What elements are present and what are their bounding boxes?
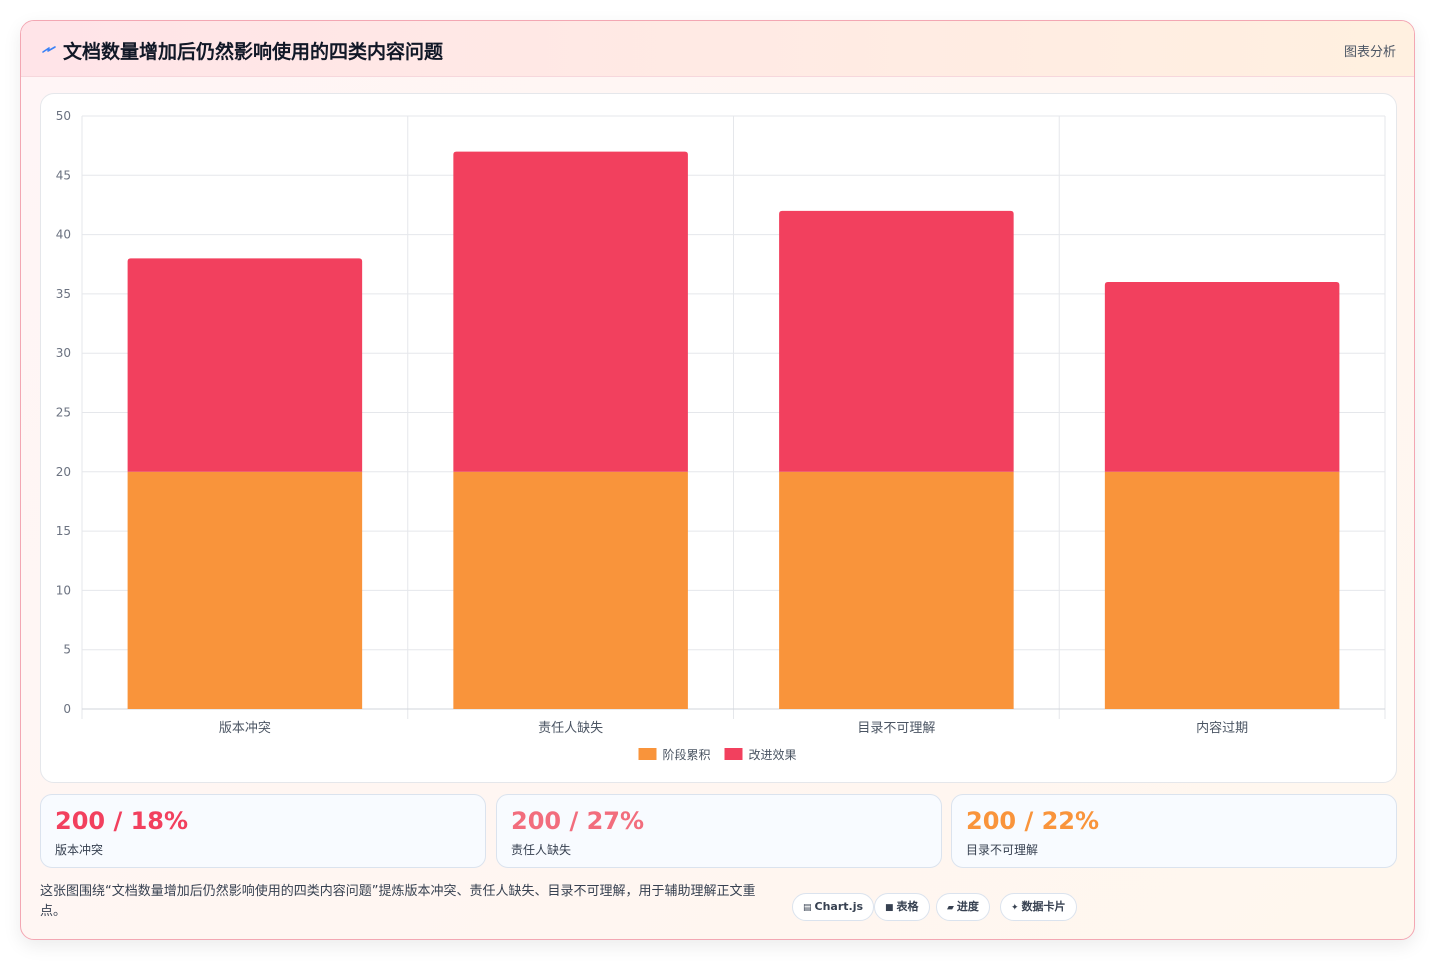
chart-description: 这张图围绕“文档数量增加后仍然影响使用的四类内容问题”提炼版本冲突、责任人缺失、…	[40, 884, 756, 919]
stat-value: 200 / 18%	[55, 807, 189, 835]
y-tick-label: 10	[56, 583, 71, 597]
chart-container: 0 5 10 15 20 25 30 35 40 45 50 版本冲突 责任人缺失 目录不可理解 内容过期阶…	[40, 93, 1397, 783]
y-tick-label: 0	[63, 702, 71, 716]
chip-label: 进度	[956, 900, 979, 913]
x-tick-label: 责任人缺失	[538, 721, 603, 736]
bar-stage-accumulation	[453, 471, 688, 709]
progress-icon: ▰	[947, 903, 954, 913]
bar-stage-accumulation	[127, 471, 363, 709]
y-tick-label: 35	[56, 287, 71, 301]
bar-improvement-effect	[1104, 282, 1340, 472]
chip-label: 表格	[896, 900, 919, 913]
card-header: 文档数量增加后仍然影响使用的四类内容问题 图表分析	[21, 21, 1414, 77]
stat-cards: 200 / 18% 版本冲突 200 / 27% 责任人缺失 200 / 22%…	[40, 794, 1397, 868]
x-tick-label: 版本冲突	[219, 720, 271, 736]
stat-label: 版本冲突	[55, 843, 104, 857]
stat-value: 200 / 27%	[511, 807, 645, 835]
stat-label: 责任人缺失	[511, 843, 572, 857]
x-tick-label: 目录不可理解	[857, 721, 935, 736]
bar-improvement-effect	[453, 151, 688, 472]
stat-label: 目录不可理解	[966, 843, 1039, 857]
y-tick-label: 25	[56, 406, 71, 420]
chart-card: 文档数量增加后仍然影响使用的四类内容问题 图表分析 0 5 10 15 20 25 30 35…	[20, 20, 1415, 940]
y-tick-label: 5	[63, 643, 71, 657]
page-title: 文档数量增加后仍然影响使用的四类内容问题	[63, 41, 444, 63]
y-tick-label: 20	[56, 465, 71, 479]
legend-swatch	[724, 748, 743, 760]
chip-label: 数据卡片	[1021, 900, 1066, 913]
stat-card-directory-unclear: 200 / 22% 目录不可理解	[951, 794, 1397, 868]
chart-analysis-tag: 图表分析	[1343, 45, 1396, 60]
stat-value: 200 / 22%	[966, 807, 1100, 835]
bar-stage-accumulation	[779, 471, 1014, 709]
bar-improvement-effect	[127, 258, 363, 472]
legend-label: 阶段累积	[663, 747, 711, 762]
legend-swatch	[638, 748, 657, 760]
y-tick-label: 40	[56, 228, 71, 242]
chip-progress[interactable]: ▰ 进度	[936, 893, 990, 921]
x-tick-label: 内容过期	[1196, 720, 1248, 736]
table-icon: ■	[885, 903, 894, 913]
bar-stage-accumulation	[1104, 471, 1340, 709]
chip-chartjs[interactable]: ▤ Chart.js	[792, 893, 875, 921]
lightning-icon	[42, 46, 56, 53]
y-tick-label: 50	[56, 109, 71, 123]
bar-improvement-effect	[779, 210, 1014, 472]
legend-label: 改进效果	[749, 747, 797, 762]
chip-table[interactable]: ■ 表格	[874, 893, 930, 921]
stacked-bar-chart: 0 5 10 15 20 25 30 35 40 45 50 版本冲突 责任人缺失 目录不可理解 内容过期阶…	[56, 109, 1386, 762]
chart-icon: ▤	[803, 903, 812, 913]
y-tick-label: 45	[56, 168, 71, 182]
stat-card-owner-missing: 200 / 27% 责任人缺失	[496, 794, 942, 868]
stat-card-version-conflict: 200 / 18% 版本冲突	[40, 794, 486, 868]
sparkle-icon: ✦	[1011, 903, 1019, 913]
chip-label: Chart.js	[814, 900, 864, 913]
chip-data-card[interactable]: ✦ 数据卡片	[1000, 893, 1077, 921]
y-tick-label: 30	[56, 346, 71, 360]
y-tick-label: 15	[56, 524, 71, 538]
